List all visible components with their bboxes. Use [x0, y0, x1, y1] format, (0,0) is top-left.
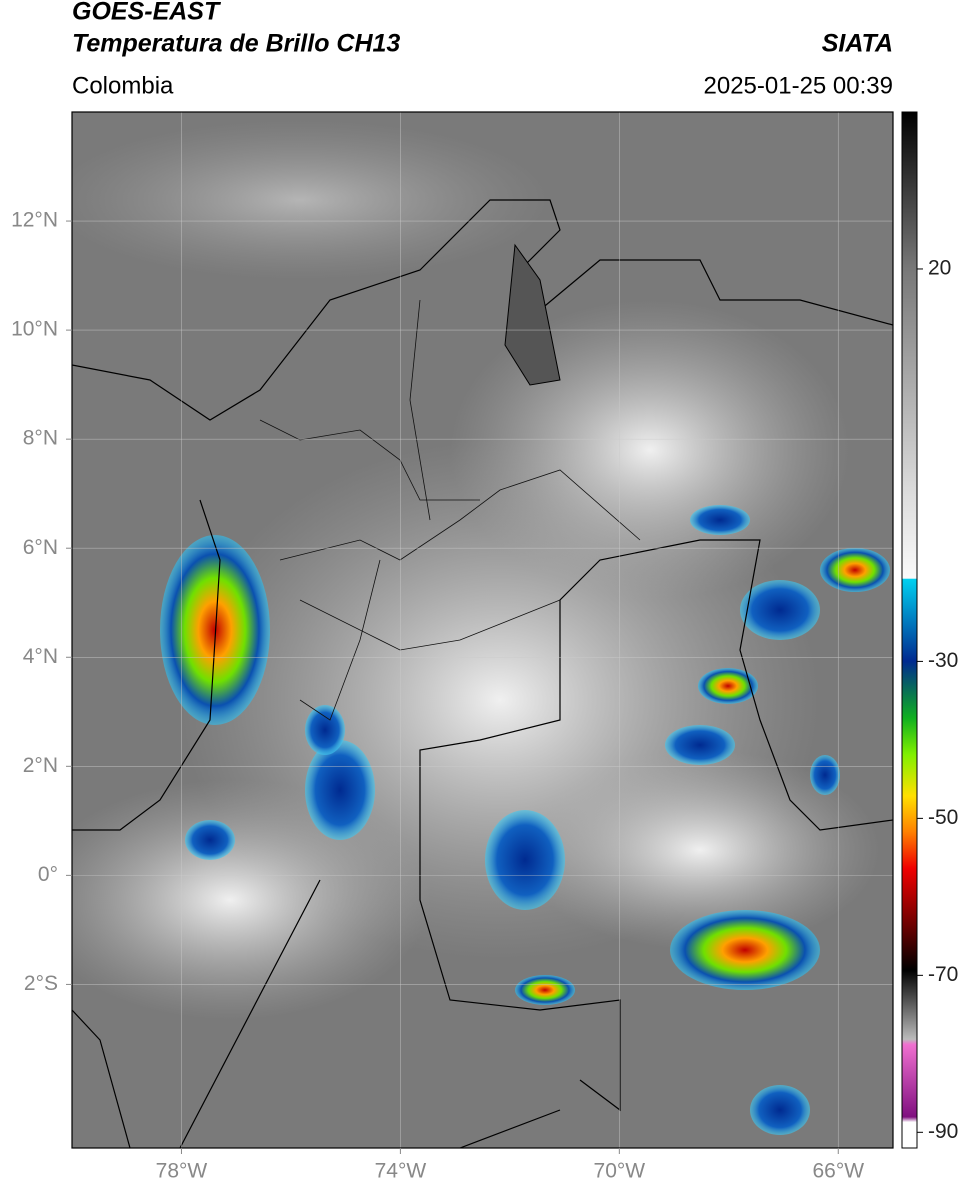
colorbar-tick-label: -70	[928, 963, 958, 986]
x-tick-label: 70°W	[594, 1160, 646, 1183]
satellite-image	[72, 112, 893, 1148]
x-tick-label: 66°W	[812, 1160, 864, 1183]
colorbar-tick-label: 20	[928, 257, 951, 280]
colorbar	[901, 111, 918, 1149]
y-tick-label: 2°S	[24, 972, 58, 995]
y-tick-label: 10°N	[11, 318, 58, 341]
colorbar-tick-label: -30	[928, 649, 958, 672]
region: Colombia	[72, 72, 174, 99]
colorbar-tick-label: -50	[928, 806, 958, 829]
y-tick-label: 6°N	[23, 536, 58, 559]
source: SIATA	[822, 30, 893, 58]
y-tick-label: 8°N	[23, 427, 58, 450]
x-tick-label: 78°W	[156, 1160, 208, 1183]
datetime: 2025-01-25 00:39	[704, 72, 894, 99]
y-tick-label: 2°N	[23, 754, 58, 777]
y-tick-label: 12°N	[11, 209, 58, 232]
x-tick-label: 74°W	[375, 1160, 427, 1183]
y-tick-label: 0°	[38, 863, 58, 886]
map-frame	[71, 111, 894, 1149]
colorbar-tick-label: -90	[928, 1120, 958, 1143]
subtitle: Temperatura de Brillo CH13	[72, 30, 400, 58]
grid	[72, 112, 893, 1148]
title: GOES-EAST	[72, 0, 222, 26]
y-tick-label: 4°N	[23, 645, 58, 668]
